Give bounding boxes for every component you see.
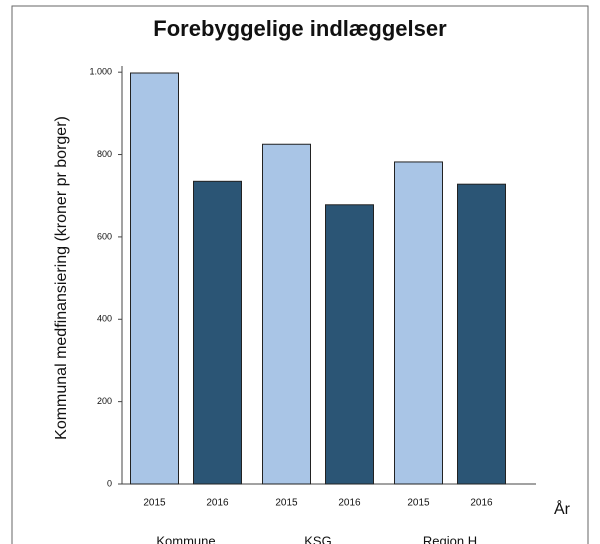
bar-year-label: 2015	[407, 498, 430, 509]
bar	[325, 204, 374, 485]
y-tick-label: 200	[97, 396, 112, 406]
y-axis-label: Kommunal medfinansiering (kroner pr borg…	[53, 116, 70, 440]
bar-year-label: 2015	[143, 498, 166, 509]
y-tick-label: 0	[107, 478, 112, 488]
bar	[130, 72, 179, 485]
bar	[394, 161, 443, 485]
bar	[457, 183, 506, 485]
y-tick-label: 600	[97, 231, 112, 241]
bar	[262, 143, 311, 485]
x-tick-label: Region H	[423, 533, 477, 544]
bar-year-label: 2016	[338, 498, 361, 509]
x-axis-label: År	[554, 499, 571, 518]
bar-year-label: 2015	[275, 498, 298, 509]
chart-title: Forebyggelige indlæggelser	[153, 16, 447, 41]
y-tick-label: 1.000	[89, 67, 112, 77]
y-tick-label: 400	[97, 314, 112, 324]
bar-year-label: 2016	[470, 498, 493, 509]
bar-year-label: 2016	[206, 498, 229, 509]
y-tick-label: 800	[97, 149, 112, 159]
x-tick-label: KSG	[304, 533, 331, 544]
bar	[193, 180, 242, 485]
x-tick-label: Kommune	[156, 533, 215, 544]
